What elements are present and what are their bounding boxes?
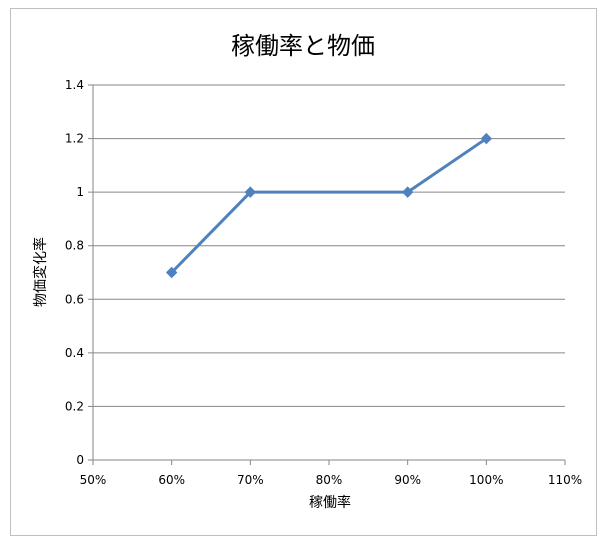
y-tick-label: 1 [76,185,84,199]
y-axis: 0 0.2 0.4 0.6 0.8 1 1.2 1.4 [65,78,94,467]
y-tick-label: 0.4 [65,346,84,360]
y-tick-label: 0.6 [65,292,84,306]
x-tick-label: 110% [548,473,582,487]
chart-frame [10,8,597,536]
x-axis: 50% 60% 70% 80% 90% 100% 110% [80,459,582,487]
x-axis-label: 稼働率 [309,494,351,511]
x-tick-label: 90% [394,473,421,487]
series-line [170,137,488,274]
data-point [244,186,257,198]
x-tick-label: 100% [469,473,503,487]
y-axis-label: 物価変化率 [32,237,49,307]
gridlines [93,84,565,407]
y-tick-label: 1.2 [65,132,84,146]
x-tick-label: 80% [316,473,343,487]
y-tick-label: 0.8 [65,239,84,253]
y-tick-label: 0.2 [65,399,84,413]
chart-title: 稼働率と物価 [231,32,375,60]
x-tick-label: 70% [237,473,264,487]
y-tick-label: 1.4 [65,78,84,92]
y-tick-label: 0 [76,453,84,467]
data-point [480,132,493,145]
data-point [165,266,178,279]
series-layer [165,132,493,279]
data-point [401,186,414,198]
x-tick-label: 60% [158,473,185,487]
x-tick-label: 50% [80,473,107,487]
